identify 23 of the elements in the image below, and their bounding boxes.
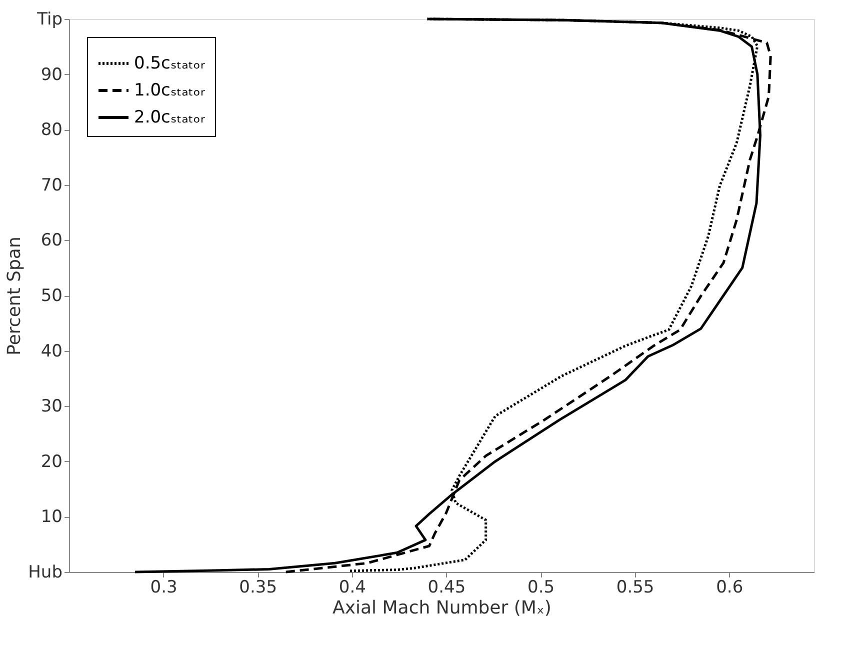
x-tick-label: 0.35 bbox=[239, 578, 278, 598]
legend-label: 1.0cₛₜₐₜₒᵣ bbox=[134, 80, 206, 100]
y-tick-label: 20 bbox=[40, 452, 62, 472]
y-tick-label: Hub bbox=[28, 562, 62, 582]
y-tick-label: 90 bbox=[40, 64, 62, 85]
y-tick-label: Tip bbox=[36, 10, 62, 30]
y-tick-label: 30 bbox=[40, 396, 62, 417]
y-tick-label: 10 bbox=[40, 507, 62, 528]
y-tick-label: 40 bbox=[40, 341, 62, 362]
legend-label: 2.0cₛₜₐₜₒᵣ bbox=[134, 108, 206, 128]
y-tick-label: 60 bbox=[40, 230, 62, 251]
x-tick-label: 0.55 bbox=[616, 578, 654, 598]
y-axis-title: Percent Span bbox=[4, 236, 26, 356]
x-axis-title: Axial Mach Number (Mₓ) bbox=[332, 598, 552, 618]
x-tick-label: 0.45 bbox=[428, 578, 466, 598]
x-tick-label: 0.6 bbox=[716, 578, 744, 598]
legend-label: 0.5cₛₜₐₜₒᵣ bbox=[134, 54, 206, 74]
x-tick-label: 0.3 bbox=[150, 578, 178, 598]
x-tick-label: 0.5 bbox=[527, 578, 555, 598]
x-tick-label: 0.4 bbox=[338, 578, 366, 598]
y-tick-label: 70 bbox=[40, 175, 62, 196]
y-tick-label: 50 bbox=[40, 286, 62, 306]
y-tick-label: 80 bbox=[40, 120, 62, 140]
